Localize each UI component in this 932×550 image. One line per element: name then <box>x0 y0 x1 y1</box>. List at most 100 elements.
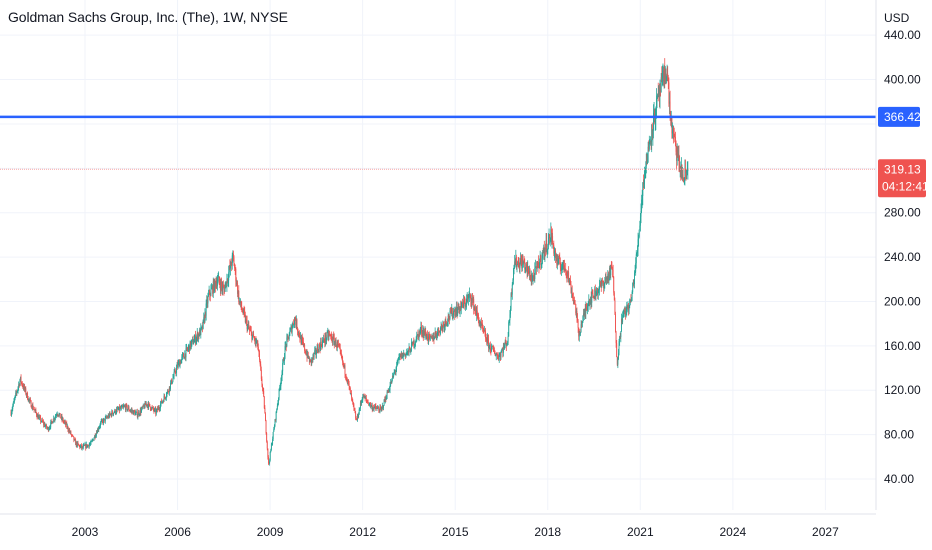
candle-body <box>604 282 606 283</box>
candle-body <box>463 300 465 308</box>
candle-body <box>146 403 148 406</box>
price-axis-panel[interactable] <box>876 0 932 510</box>
candle-body <box>434 332 436 338</box>
candle-body <box>529 271 530 274</box>
candle-body <box>363 394 365 399</box>
candle-body <box>259 353 260 360</box>
candle-body <box>378 408 380 411</box>
candle-body <box>549 239 551 244</box>
candlestick-series[interactable] <box>10 58 689 466</box>
candle-body <box>622 311 624 316</box>
candle-body <box>422 330 424 334</box>
candle-body <box>40 421 42 423</box>
candle-body <box>228 266 230 273</box>
candle-body <box>75 442 77 446</box>
candle-body <box>35 409 37 413</box>
candle-body <box>515 257 517 266</box>
candle-body <box>488 339 489 348</box>
candle-body <box>119 407 121 411</box>
candle-body <box>301 338 303 341</box>
candle-body <box>85 444 87 449</box>
candle-body <box>187 349 189 351</box>
candle-body <box>65 421 66 425</box>
candle-body <box>346 378 348 381</box>
candle-body <box>194 335 196 340</box>
candle-body <box>79 446 81 448</box>
candle-body <box>673 133 675 135</box>
candle-body <box>247 325 249 327</box>
candle-body <box>210 289 212 296</box>
candle-body <box>564 265 565 271</box>
candle-body <box>619 336 621 342</box>
candle-body <box>611 266 613 269</box>
candle-body <box>453 311 454 315</box>
candle-body <box>173 371 175 377</box>
candle-body <box>241 309 243 312</box>
candle-body <box>62 418 64 422</box>
candle-body <box>226 278 228 287</box>
candle-body <box>242 311 244 314</box>
candle-body <box>402 353 403 359</box>
candle-body <box>420 326 422 331</box>
candle-body <box>685 169 686 171</box>
time-axis-panel[interactable] <box>0 515 876 550</box>
candle-body <box>69 431 71 433</box>
candle-body <box>618 341 620 354</box>
candle-body <box>289 328 291 332</box>
candle-body <box>419 330 421 333</box>
candle-body <box>607 274 609 281</box>
candle-body <box>395 368 397 372</box>
candle-body <box>133 410 135 412</box>
candle-body <box>23 385 25 389</box>
candle-body <box>223 287 225 290</box>
candle-body <box>418 334 419 338</box>
candle-body <box>253 333 255 338</box>
candle-body <box>111 411 113 414</box>
candle-body <box>575 304 577 314</box>
candle-body <box>97 429 99 434</box>
candle-body <box>318 345 320 353</box>
candle-body <box>626 304 628 308</box>
candle-body <box>225 281 227 286</box>
candle-body <box>59 413 61 415</box>
candle-body <box>389 385 391 390</box>
candle-body <box>593 295 595 298</box>
candle-body <box>520 259 522 262</box>
candle-body <box>564 269 566 271</box>
candle-body <box>673 128 675 134</box>
price-tick-label: 120.00 <box>884 383 921 397</box>
candle-body <box>550 229 552 240</box>
candle-body <box>150 409 152 411</box>
candle-body <box>682 174 684 179</box>
candle-body <box>197 333 199 340</box>
candle-body <box>249 328 250 331</box>
candle-body <box>612 269 614 278</box>
candle-body <box>480 322 482 326</box>
candle-body <box>683 181 685 183</box>
candle-body <box>454 310 456 316</box>
candle-body <box>641 196 643 200</box>
candle-body <box>430 336 432 338</box>
candle-body <box>361 400 363 402</box>
candle-body <box>481 324 483 326</box>
candle-body <box>567 272 569 276</box>
candle-body <box>464 303 466 306</box>
candle-body <box>231 255 233 266</box>
candle-body <box>677 153 679 158</box>
candle-body <box>100 421 102 423</box>
candle-body <box>90 443 91 445</box>
candle-body <box>76 442 78 447</box>
candle-body <box>202 319 204 329</box>
candle-body <box>326 332 328 339</box>
candle-body <box>443 324 444 325</box>
candle-body <box>663 70 665 82</box>
candle-body <box>451 307 453 314</box>
candle-body <box>436 335 438 337</box>
candle-body <box>89 444 91 445</box>
level-tag-box <box>878 106 920 127</box>
candle-body <box>140 409 142 413</box>
candle-body <box>597 288 599 294</box>
candle-body <box>356 414 358 421</box>
candle-body <box>597 290 599 294</box>
